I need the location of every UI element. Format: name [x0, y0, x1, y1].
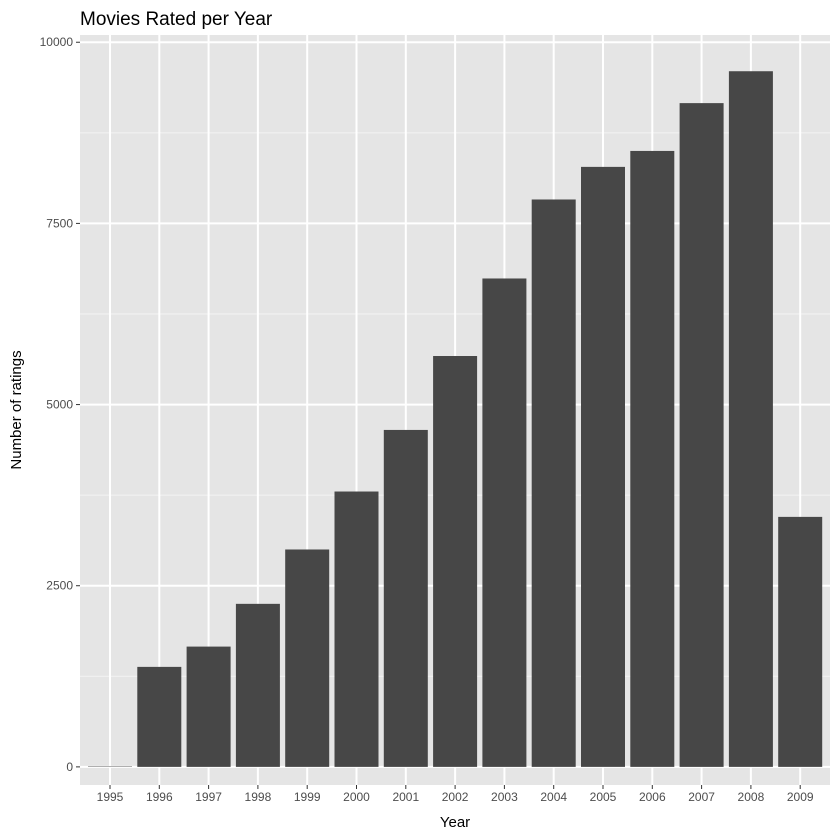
y-axis-title: Number of ratings: [8, 350, 25, 469]
bar-2008: [728, 71, 773, 767]
y-tick-label: 2500: [46, 579, 73, 593]
x-tick-label: 2001: [392, 790, 419, 804]
bar-1997: [186, 646, 231, 767]
x-axis-title: Year: [440, 814, 470, 831]
bar-2002: [433, 356, 478, 767]
x-tick-label: 1999: [294, 790, 321, 804]
y-axis: 0 2500 5000 7500 10000: [40, 35, 80, 774]
x-tick-label: 2008: [738, 790, 765, 804]
x-tick-label: 2006: [639, 790, 666, 804]
bar-2003: [482, 278, 527, 767]
x-tick-label: 2007: [688, 790, 715, 804]
x-tick-label: 1998: [245, 790, 272, 804]
bar-1996: [137, 666, 182, 767]
x-axis: 1995 1996 1997 1998 1999 2000 2001 2002 2003 2004…: [97, 785, 814, 804]
bar-2007: [679, 103, 724, 767]
x-tick-label: 1997: [195, 790, 222, 804]
bar-2001: [383, 429, 428, 767]
chart-title: Movies Rated per Year: [80, 9, 273, 30]
y-tick-label: 5000: [46, 398, 73, 412]
bars: [88, 71, 823, 767]
bar-2004: [531, 199, 576, 767]
x-tick-label: 2003: [491, 790, 518, 804]
x-tick-label: 2002: [442, 790, 469, 804]
x-tick-label: 2009: [787, 790, 814, 804]
y-tick-label: 0: [66, 760, 73, 774]
bar-2000: [334, 491, 379, 767]
x-tick-label: 2004: [540, 790, 567, 804]
x-tick-label: 1995: [97, 790, 124, 804]
x-tick-label: 2005: [590, 790, 617, 804]
bar-2006: [630, 150, 675, 767]
bar-2005: [581, 166, 625, 767]
y-tick-label: 7500: [46, 216, 73, 230]
bar-2009: [778, 516, 823, 767]
x-tick-label: 1996: [146, 790, 173, 804]
x-tick-label: 2000: [343, 790, 370, 804]
y-tick-label: 10000: [40, 35, 74, 49]
bar-1999: [285, 549, 330, 767]
bar-1998: [235, 603, 280, 767]
